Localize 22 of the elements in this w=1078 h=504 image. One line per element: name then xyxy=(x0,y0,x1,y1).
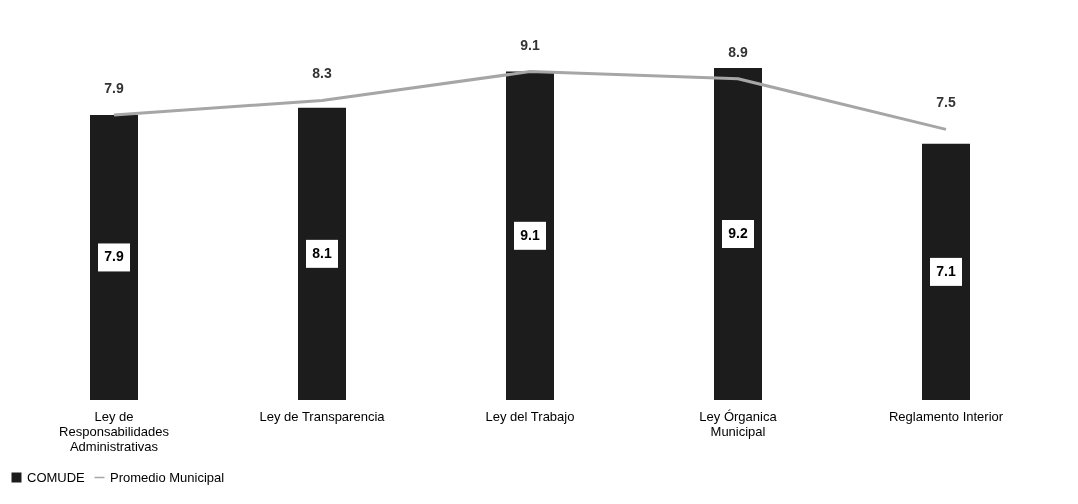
bar xyxy=(506,71,554,400)
data-label: 7.9 xyxy=(104,79,124,96)
data-label: 9.1 xyxy=(520,36,540,53)
x-tick-label: Reglamento Interior xyxy=(888,408,1004,424)
x-tick-label: Ley de Responsabilidades Administrativas xyxy=(59,408,170,454)
legend-label: COMUDE xyxy=(27,469,86,485)
legend-label: Promedio Municipal xyxy=(110,469,225,485)
bar xyxy=(922,143,970,400)
data-label: 9.2 xyxy=(728,225,748,241)
data-label: 7.1 xyxy=(936,262,956,279)
bar xyxy=(714,68,762,400)
x-tick-label: Ley del Trabajo xyxy=(485,408,575,424)
data-label: 8.1 xyxy=(312,244,332,261)
x-tick-label: Ley de Transparencia xyxy=(259,408,386,424)
data-label: 7.9 xyxy=(104,248,124,265)
data-label: 8.3 xyxy=(312,65,332,82)
bar xyxy=(90,114,138,400)
data-label: 9.1 xyxy=(520,226,540,243)
x-tick-label: Ley Órganica Municipal xyxy=(699,408,778,439)
bar xyxy=(298,107,346,400)
data-label: 7.5 xyxy=(936,94,956,111)
data-label: 8.9 xyxy=(728,43,748,60)
